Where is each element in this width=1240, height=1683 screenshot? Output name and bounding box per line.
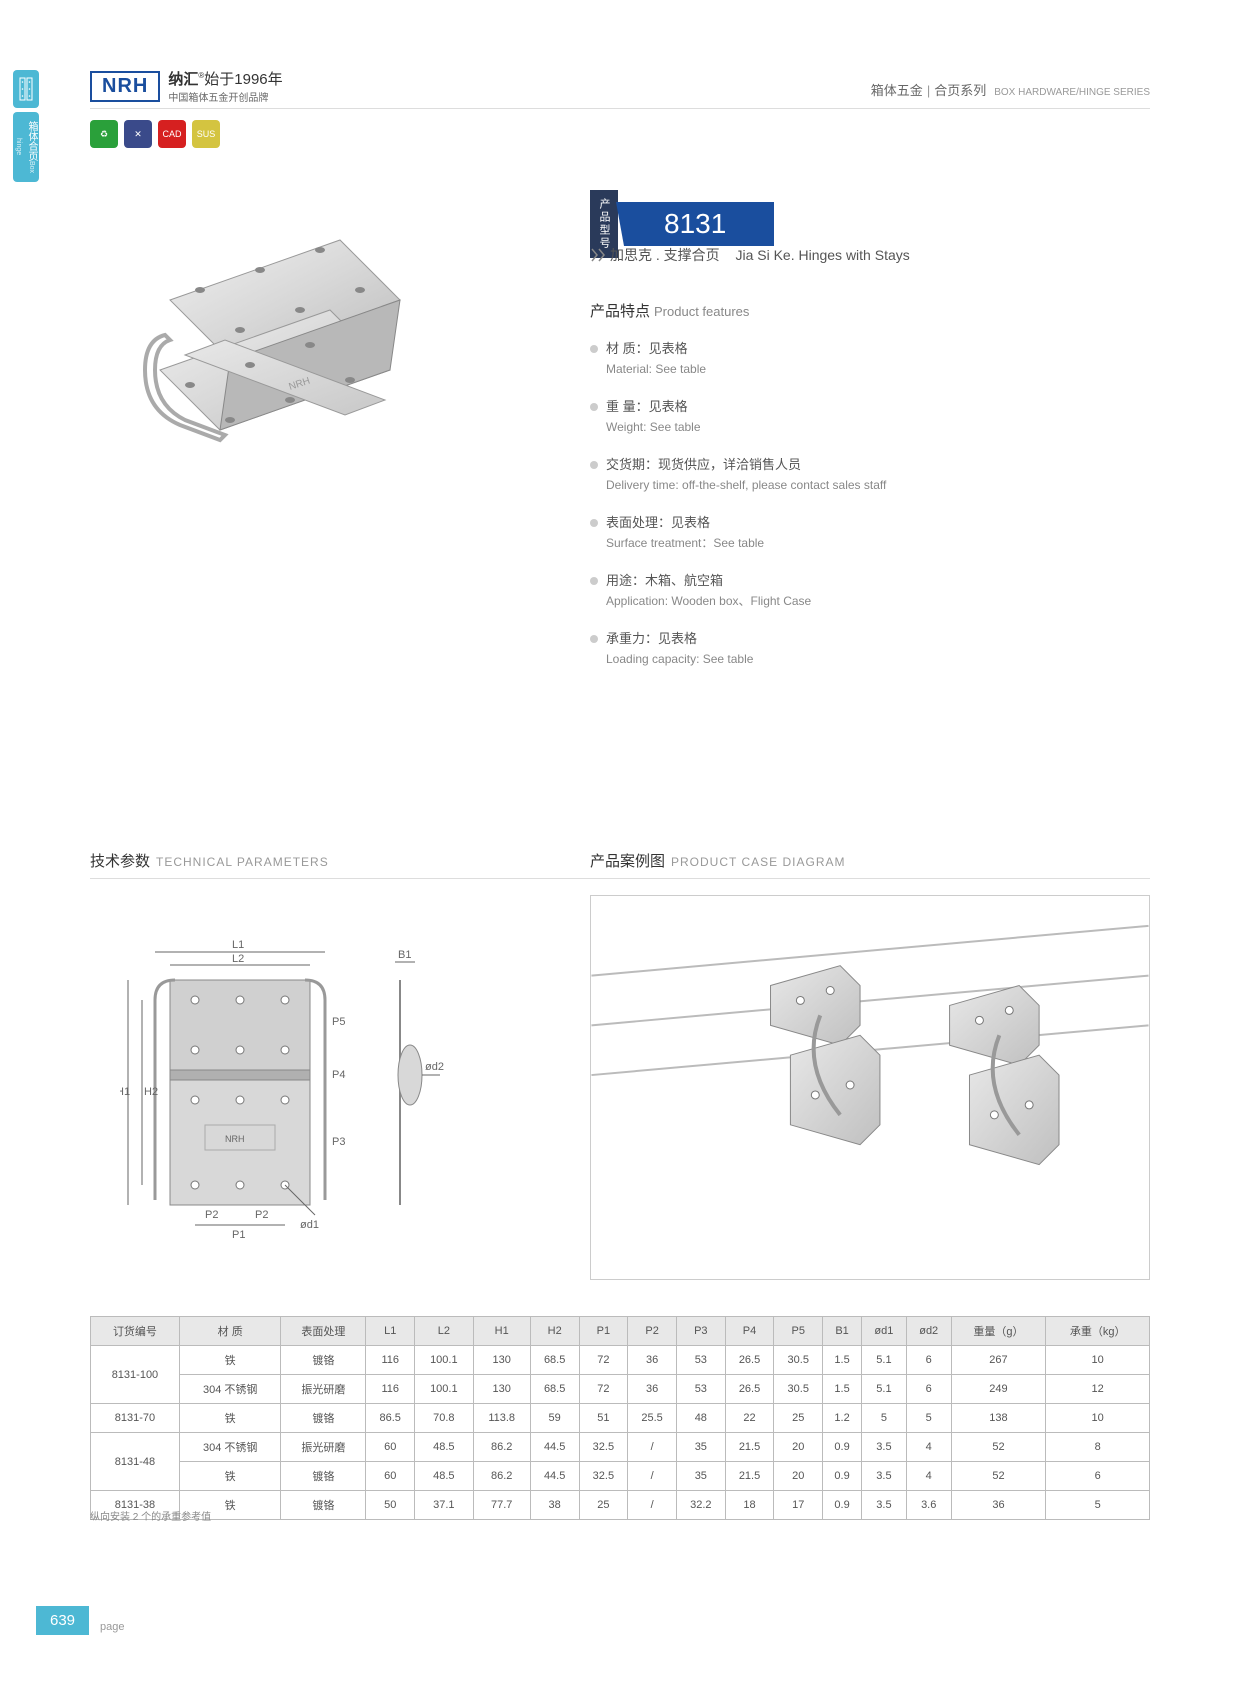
tool-icon: ✕ (124, 120, 152, 148)
page-number: 639 (36, 1606, 89, 1635)
svg-text:P2: P2 (205, 1209, 218, 1221)
svg-text:P3: P3 (332, 1136, 345, 1148)
side-tab-icon (13, 70, 39, 108)
side-tab-label: 箱体合页Box hinge (13, 112, 39, 182)
table-note: 纵向安装 2 个的承重参考值 (90, 1508, 211, 1523)
svg-text:L1: L1 (232, 939, 244, 951)
svg-text:ød1: ød1 (300, 1219, 319, 1231)
logo-mark: NRH (90, 71, 160, 102)
svg-text:H1: H1 (120, 1086, 130, 1098)
feature-badges: ♻ ✕ CAD SUS (90, 120, 220, 148)
tech-params-title: 技术参数TECHNICAL PARAMETERS (90, 850, 329, 871)
svg-text:H2: H2 (144, 1086, 158, 1098)
page-label: page (100, 1621, 124, 1633)
spec-table: 订货编号材 质表面处理L1L2H1H2P1P2P3P4P5B1ød1ød2重量（… (90, 1316, 1150, 1520)
svg-text:B1: B1 (398, 949, 411, 961)
logo: NRH 纳汇®始于1996年 中国箱体五金开创品牌 (90, 68, 283, 104)
model-subtitle: 加思克 . 支撑合页 Jia Si Ke. Hinges with Stays (590, 245, 910, 265)
svg-text:P2: P2 (255, 1209, 268, 1221)
cad-icon: CAD (158, 120, 186, 148)
technical-diagram: NRH L1 L2 H1 H2 P5 P4 P3 P1 P2P2 ød1 B1 … (120, 910, 460, 1280)
product-features: 产品特点Product features 材 质：见表格Material: Se… (590, 300, 1130, 687)
svg-text:L2: L2 (232, 953, 244, 965)
eco-icon: ♻ (90, 120, 118, 148)
case-diagram (590, 895, 1150, 1280)
svg-text:P5: P5 (332, 1016, 345, 1028)
svg-text:P1: P1 (232, 1229, 245, 1241)
svg-text:ød2: ød2 (425, 1061, 444, 1073)
category-label: 箱体五金|合页系列BOX HARDWARE/HINGE SERIES (871, 80, 1150, 99)
svg-text:P4: P4 (332, 1069, 345, 1081)
case-diagram-title: 产品案例图PRODUCT CASE DIAGRAM (590, 850, 845, 871)
sus-icon: SUS (192, 120, 220, 148)
product-image: NRH (110, 220, 420, 500)
svg-text:NRH: NRH (225, 1134, 245, 1144)
